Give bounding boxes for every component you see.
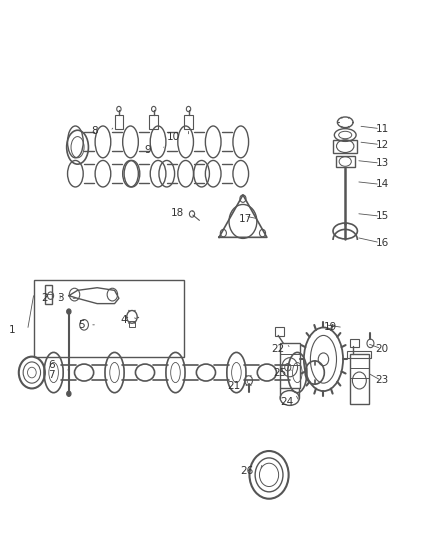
- Ellipse shape: [67, 391, 71, 397]
- Text: 9: 9: [144, 145, 151, 155]
- Bar: [333, 140, 357, 153]
- Text: 15: 15: [375, 211, 389, 221]
- Text: 20: 20: [376, 344, 389, 354]
- Text: 26: 26: [240, 466, 254, 475]
- Text: 25: 25: [273, 368, 286, 377]
- Bar: [45, 285, 52, 304]
- Bar: [275, 327, 284, 336]
- Polygon shape: [219, 195, 267, 237]
- Text: 23: 23: [375, 375, 389, 385]
- Text: 2: 2: [42, 293, 48, 303]
- Bar: [34, 280, 184, 357]
- Bar: [115, 115, 123, 128]
- Bar: [129, 321, 135, 327]
- Text: 17: 17: [238, 214, 252, 224]
- Text: 11: 11: [375, 124, 389, 134]
- Text: 24: 24: [280, 397, 293, 407]
- Text: 22: 22: [271, 344, 284, 354]
- Text: 21: 21: [228, 381, 241, 391]
- Bar: [184, 115, 193, 128]
- Text: 16: 16: [375, 238, 389, 248]
- Bar: [336, 156, 355, 167]
- Text: 1: 1: [9, 325, 16, 335]
- Text: 10: 10: [167, 132, 180, 142]
- Text: 3: 3: [57, 293, 64, 303]
- Text: 5: 5: [78, 320, 85, 330]
- Text: 4: 4: [120, 314, 127, 325]
- Bar: [350, 368, 369, 378]
- Text: 19: 19: [323, 322, 337, 333]
- Text: 18: 18: [171, 208, 184, 219]
- Ellipse shape: [67, 309, 71, 314]
- Text: 6: 6: [48, 360, 55, 369]
- Text: 14: 14: [375, 179, 389, 189]
- Text: 8: 8: [92, 126, 98, 136]
- Text: 12: 12: [375, 140, 389, 150]
- Text: 7: 7: [48, 370, 55, 380]
- Bar: [280, 354, 300, 365]
- Text: 13: 13: [375, 158, 389, 168]
- Bar: [350, 354, 369, 405]
- Bar: [280, 343, 300, 389]
- Bar: [149, 115, 158, 128]
- Bar: [350, 339, 359, 347]
- Bar: [347, 351, 371, 358]
